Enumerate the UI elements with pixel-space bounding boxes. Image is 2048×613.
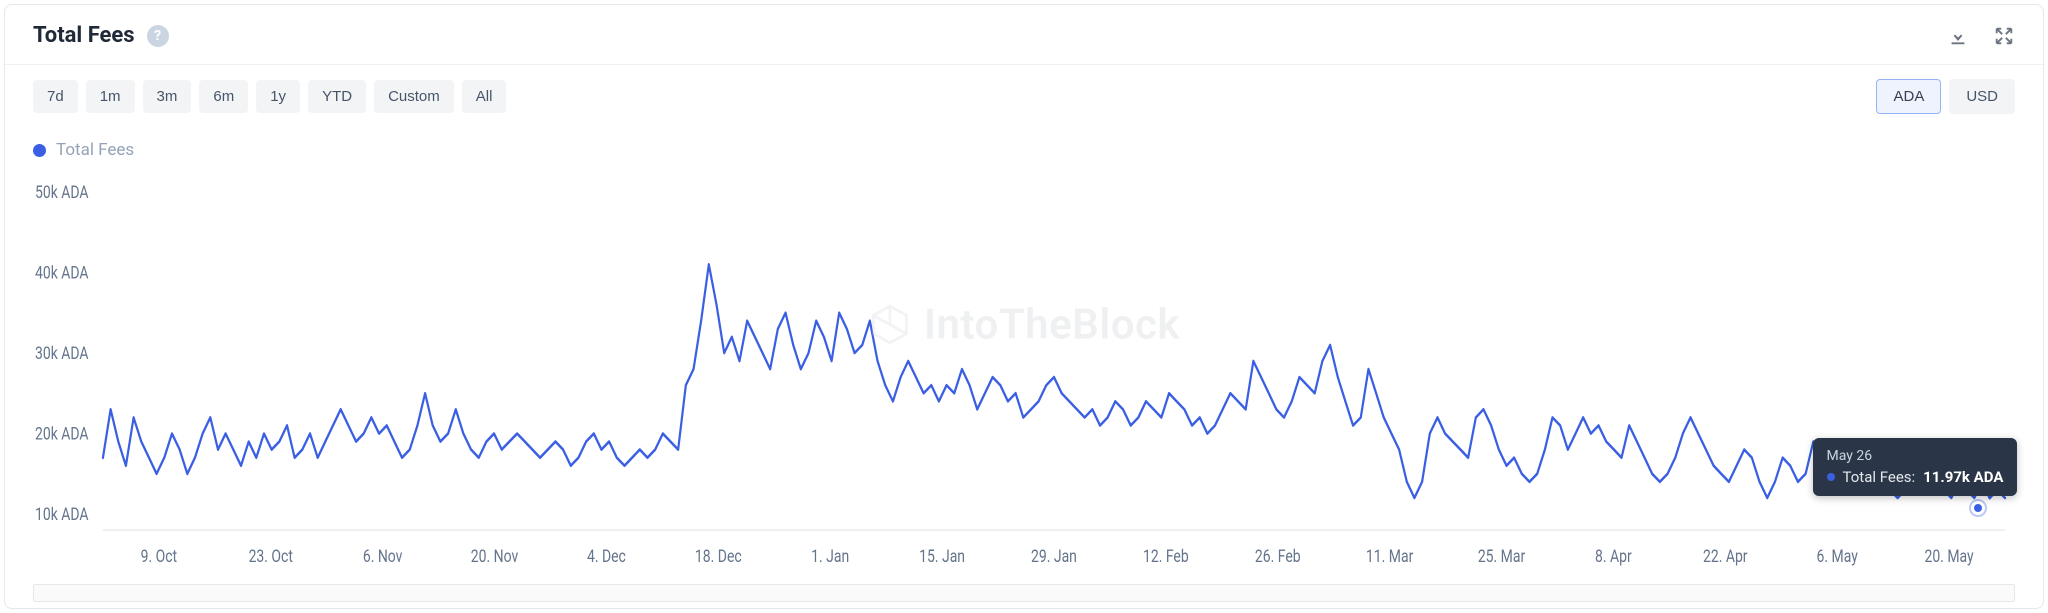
chart-area[interactable]: IntoTheBlock 10k ADA20k ADA30k ADA40k AD… bbox=[5, 166, 2043, 584]
svg-text:29. Jan: 29. Jan bbox=[1031, 546, 1077, 567]
svg-text:6. May: 6. May bbox=[1817, 546, 1859, 567]
svg-text:8. Apr: 8. Apr bbox=[1595, 546, 1632, 567]
svg-text:18. Dec: 18. Dec bbox=[695, 546, 742, 567]
svg-text:6. Nov: 6. Nov bbox=[363, 546, 403, 567]
svg-text:11. Mar: 11. Mar bbox=[1366, 546, 1414, 567]
toolbar: 7d1m3m6m1yYTDCustomAll ADAUSD bbox=[5, 65, 2043, 122]
download-icon[interactable] bbox=[1947, 25, 1969, 47]
range-3m[interactable]: 3m bbox=[143, 80, 192, 113]
svg-text:9. Oct: 9. Oct bbox=[141, 546, 178, 567]
time-range-group: 7d1m3m6m1yYTDCustomAll bbox=[33, 80, 506, 113]
svg-text:12. Feb: 12. Feb bbox=[1143, 546, 1189, 567]
svg-text:20. May: 20. May bbox=[1924, 546, 1974, 567]
svg-text:50k ADA: 50k ADA bbox=[35, 182, 89, 203]
range-7d[interactable]: 7d bbox=[33, 80, 78, 113]
legend-dot bbox=[33, 144, 46, 157]
hover-marker bbox=[1971, 501, 1985, 515]
svg-text:20. Nov: 20. Nov bbox=[471, 546, 519, 567]
range-ytd[interactable]: YTD bbox=[308, 80, 366, 113]
svg-text:30k ADA: 30k ADA bbox=[35, 343, 89, 364]
svg-text:10k ADA: 10k ADA bbox=[35, 504, 89, 525]
range-slider[interactable] bbox=[33, 584, 2015, 602]
header-actions bbox=[1947, 25, 2015, 47]
panel-header: Total Fees ? bbox=[5, 5, 2043, 65]
svg-text:22. Apr: 22. Apr bbox=[1703, 546, 1748, 567]
range-6m[interactable]: 6m bbox=[199, 80, 248, 113]
title-wrap: Total Fees ? bbox=[33, 23, 169, 48]
expand-icon[interactable] bbox=[1993, 25, 2015, 47]
line-chart[interactable]: 10k ADA 20k ADA 30k ADA 40k ADA 50k ADA 9. Oc… bbox=[33, 166, 2015, 572]
svg-text:1. Jan: 1. Jan bbox=[811, 546, 849, 567]
svg-text:15. Jan: 15. Jan bbox=[919, 546, 965, 567]
range-all[interactable]: All bbox=[462, 80, 507, 113]
svg-text:40k ADA: 40k ADA bbox=[35, 262, 89, 283]
svg-text:23. Oct: 23. Oct bbox=[249, 546, 293, 567]
page-title: Total Fees bbox=[33, 23, 135, 48]
range-1m[interactable]: 1m bbox=[86, 80, 135, 113]
svg-text:4. Dec: 4. Dec bbox=[587, 546, 626, 567]
unit-usd[interactable]: USD bbox=[1949, 79, 2015, 114]
help-icon[interactable]: ? bbox=[147, 25, 169, 47]
range-custom[interactable]: Custom bbox=[374, 80, 454, 113]
unit-ada[interactable]: ADA bbox=[1876, 79, 1941, 114]
chart-panel: Total Fees ? 7d1m3m6m1yYTDCustomAll ADAU… bbox=[4, 4, 2044, 609]
legend: Total Fees bbox=[5, 122, 2043, 166]
svg-text:26. Feb: 26. Feb bbox=[1255, 546, 1301, 567]
range-1y[interactable]: 1y bbox=[256, 80, 300, 113]
svg-text:25. Mar: 25. Mar bbox=[1478, 546, 1526, 567]
legend-label: Total Fees bbox=[56, 140, 134, 160]
svg-text:20k ADA: 20k ADA bbox=[35, 423, 89, 444]
unit-group: ADAUSD bbox=[1876, 79, 2015, 114]
